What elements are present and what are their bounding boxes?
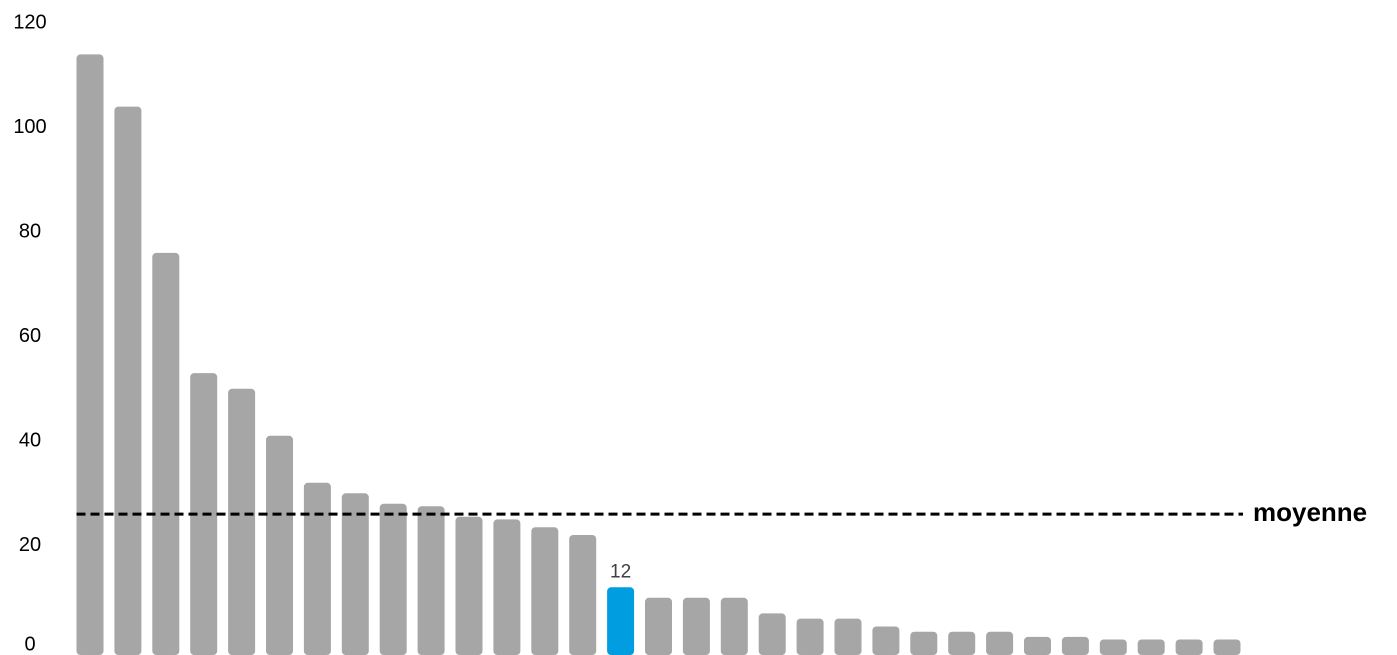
bars-group: [76, 54, 1241, 655]
bar: [455, 516, 483, 655]
bar: [569, 535, 597, 655]
bar: [1213, 639, 1241, 655]
bar: [948, 631, 976, 655]
highlight-data-label: 12: [610, 561, 631, 582]
bar: [417, 506, 445, 655]
bar: [114, 106, 142, 655]
bar: [910, 631, 938, 655]
mean-label: moyenne: [1253, 497, 1367, 527]
mean-line-group: moyenne: [76, 497, 1367, 527]
y-axis-ticks: 0 20 40 60 80 100 120: [13, 11, 46, 655]
bar: [76, 54, 104, 655]
bar: [379, 503, 407, 655]
bar: [1099, 639, 1127, 655]
bar: [758, 613, 786, 655]
bar: [303, 482, 331, 655]
bar: [228, 388, 256, 655]
bar: [266, 435, 293, 655]
bar: [682, 597, 710, 655]
y-tick-label: 40: [19, 429, 41, 451]
y-tick-label: 100: [13, 116, 46, 138]
bar: [796, 618, 824, 655]
bar: [531, 527, 559, 655]
bar: [1175, 639, 1203, 655]
bar: [834, 618, 862, 655]
y-tick-label: 120: [13, 11, 46, 33]
bar: [1137, 639, 1165, 655]
y-tick-label: 0: [24, 633, 35, 655]
bar: [720, 597, 748, 655]
bar-highlight: [607, 587, 635, 655]
bar: [872, 626, 900, 655]
bar: [152, 252, 180, 655]
y-tick-label: 80: [19, 220, 41, 242]
bar: [986, 631, 1014, 655]
bar: [1061, 636, 1089, 655]
y-tick-label: 20: [19, 534, 41, 556]
bar: [341, 493, 369, 655]
y-tick-label: 60: [19, 325, 41, 347]
bar: [645, 597, 672, 655]
bar: [1024, 636, 1051, 655]
bar: [493, 519, 521, 655]
